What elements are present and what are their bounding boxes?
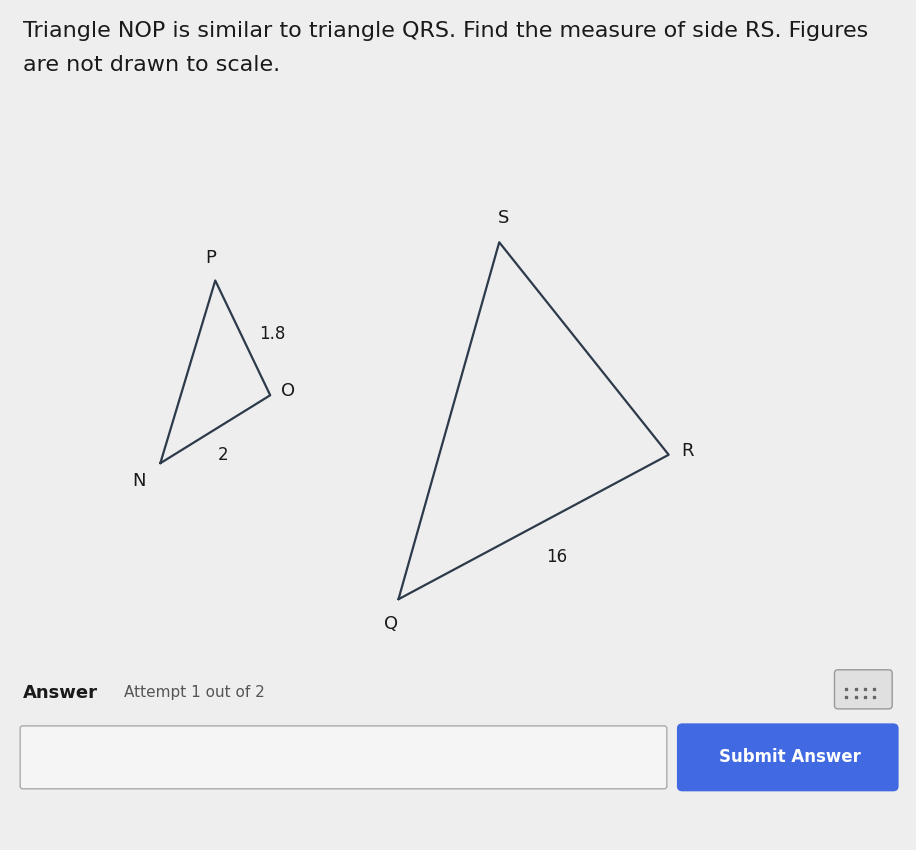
- Text: 1.8: 1.8: [259, 325, 286, 343]
- Text: S: S: [498, 209, 509, 227]
- Text: O: O: [281, 382, 295, 400]
- Text: Answer: Answer: [23, 683, 98, 702]
- FancyBboxPatch shape: [0, 0, 916, 697]
- FancyBboxPatch shape: [834, 670, 892, 709]
- Text: N: N: [132, 472, 146, 490]
- Text: Submit Answer: Submit Answer: [719, 748, 860, 767]
- FancyBboxPatch shape: [677, 723, 899, 791]
- Text: R: R: [682, 441, 694, 460]
- Text: are not drawn to scale.: are not drawn to scale.: [23, 55, 280, 76]
- Text: Triangle NOP is similar to triangle QRS. Find the measure of side RS. Figures: Triangle NOP is similar to triangle QRS.…: [23, 21, 868, 42]
- Text: Attempt 1 out of 2: Attempt 1 out of 2: [124, 685, 265, 700]
- Text: P: P: [205, 249, 216, 267]
- Text: Q: Q: [384, 615, 398, 632]
- FancyBboxPatch shape: [20, 726, 667, 789]
- FancyBboxPatch shape: [0, 676, 916, 850]
- Text: 2: 2: [217, 446, 228, 464]
- Text: 16: 16: [546, 548, 567, 566]
